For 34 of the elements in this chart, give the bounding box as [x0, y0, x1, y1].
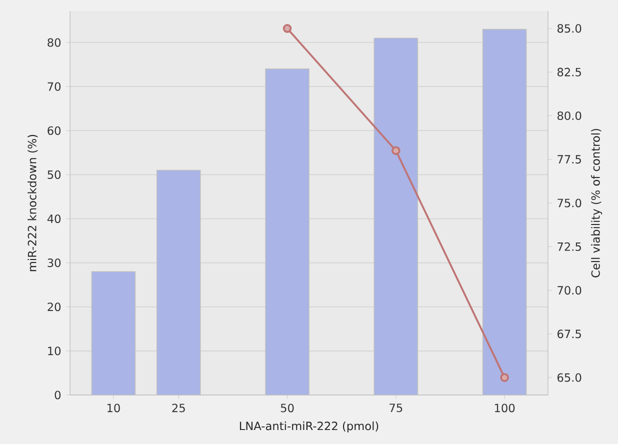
point	[392, 146, 400, 156]
y2-tick-label: 65.0	[558, 373, 582, 382]
y2-tick-label: 70.0	[558, 286, 582, 295]
point	[500, 373, 509, 382]
y-tick-label: 10	[48, 346, 61, 356]
bar	[482, 28, 527, 395]
y2-tick-label: 75.0	[558, 198, 582, 208]
y-tick-label: 70	[48, 82, 61, 91]
y-axis-title: miR-222 knockdown (%)	[28, 134, 38, 272]
bar	[265, 68, 310, 395]
y2-axis-title: Cell viability (% of control)	[591, 128, 602, 278]
y-tick-label: 60	[48, 126, 61, 135]
x-tick-label: 50	[280, 404, 294, 412]
x-tick-label: 10	[108, 404, 120, 412]
y2-tick-label: 82.5	[557, 68, 581, 76]
y2-tick-label: 85.0	[557, 24, 582, 33]
x-tick-label: 100	[494, 404, 515, 412]
y2-tick-label: 72.5	[558, 242, 581, 251]
y2-tick-label: 77.5	[558, 155, 581, 164]
bar	[156, 170, 201, 395]
y2-tick-label: 67.5	[558, 330, 581, 338]
y2-tick-label: 80.0	[557, 111, 582, 120]
y-tick-label: 20	[48, 302, 61, 312]
y-tick-label: 50	[48, 170, 61, 179]
bar	[374, 38, 418, 395]
y-tick-label: 0	[54, 390, 61, 400]
x-tick-label: 75	[390, 404, 402, 412]
y-tick-label: 80	[48, 38, 61, 47]
x-axis-title: LNA-anti-miR-222 (pmol)	[240, 421, 378, 432]
bar	[91, 271, 136, 395]
point	[282, 24, 292, 33]
y-tick-label: 40	[47, 214, 61, 224]
x-tick-label: 25	[172, 404, 185, 412]
y-tick-label: 30	[48, 258, 61, 268]
